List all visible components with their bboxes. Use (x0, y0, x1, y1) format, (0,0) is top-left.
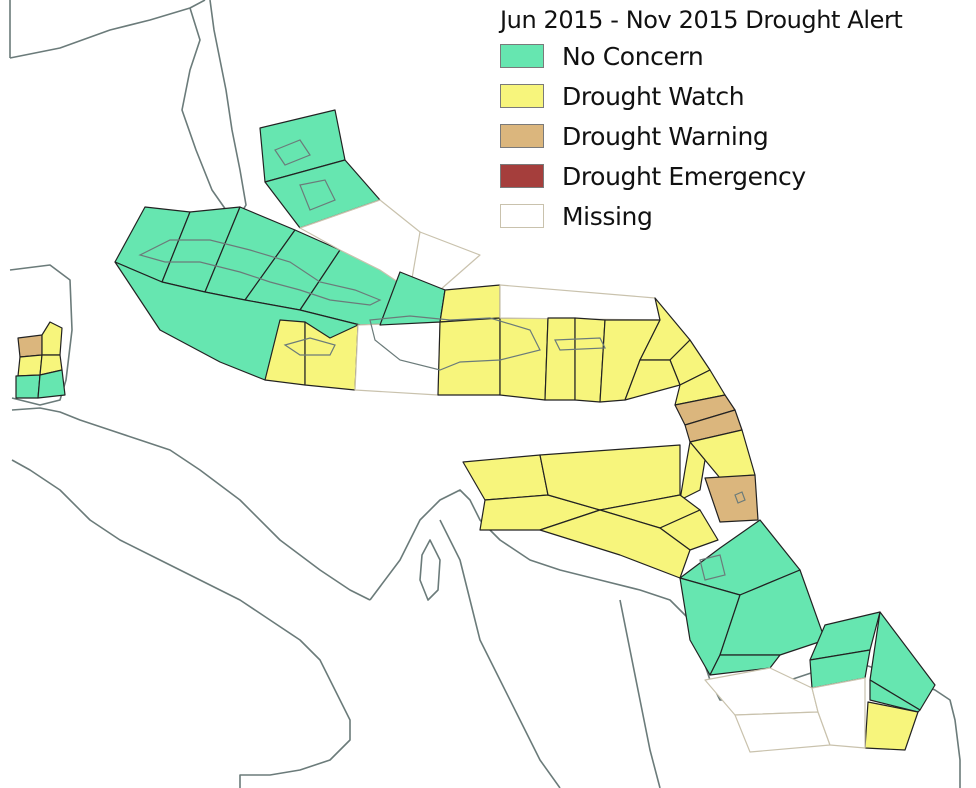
legend-swatch-drought-watch (500, 84, 544, 108)
region-jamaica-east (304, 321, 359, 391)
legend-swatch-drought-emergency (500, 164, 544, 188)
region-guiana-south-watch (864, 701, 919, 751)
barbados-outline (734, 491, 746, 504)
bahamas-island-2 (299, 179, 336, 211)
region-belize-south-no-concern-2 (37, 369, 66, 399)
region-guyana-central (719, 569, 826, 656)
map-legend: Jun 2015 - Nov 2015 Drought Alert No Con… (500, 4, 970, 236)
legend-item-drought-watch: Drought Watch (500, 76, 970, 116)
legend-label-drought-warning: Drought Warning (562, 121, 769, 151)
drought-regions (15, 109, 936, 753)
region-abc-islands (462, 454, 549, 501)
region-venezuela-east (539, 509, 691, 579)
trinidad-outline (699, 554, 726, 581)
region-guyana-south (709, 654, 781, 676)
region-suriname-south-missing (811, 677, 866, 749)
legend-item-drought-warning: Drought Warning (500, 116, 970, 156)
region-windward-2 (679, 441, 706, 501)
yucatan-coastline (9, 264, 73, 406)
central-america-coastline (11, 407, 371, 788)
legend-swatch-missing (500, 204, 544, 228)
region-guyana-far-south-missing (734, 711, 831, 753)
legend-label-no-concern: No Concern (562, 41, 704, 71)
legend-item-no-concern: No Concern (500, 36, 970, 76)
legend-item-drought-emergency: Drought Emergency (500, 156, 970, 196)
legend-swatch-drought-warning (500, 124, 544, 148)
jamaica-outline (283, 337, 336, 356)
region-belize-north-warning (17, 334, 43, 358)
legend-label-missing: Missing (562, 201, 653, 231)
legend-item-missing: Missing (500, 196, 970, 236)
region-belize-central-watch (17, 354, 43, 377)
florida-coastline (9, 0, 247, 219)
region-pr-west (544, 317, 576, 401)
island-outlines (138, 139, 746, 581)
region-barbados-warning (704, 474, 759, 523)
region-belize-north-east-watch (41, 321, 63, 356)
region-belize-south-no-concern-1 (15, 374, 41, 399)
legend-label-drought-watch: Drought Watch (562, 81, 745, 111)
legend-swatch-no-concern (500, 44, 544, 68)
region-guyana-south-missing (704, 667, 819, 716)
south-america-inland-border-2 (619, 599, 661, 788)
cuba-outline (138, 239, 382, 306)
map-title: Jun 2015 - Nov 2015 Drought Alert (500, 6, 903, 34)
bahamas-island-1 (274, 139, 311, 166)
region-dr-west (437, 317, 501, 396)
region-pr-north-missing (499, 284, 661, 321)
lake-maracaibo-outline (419, 539, 441, 601)
region-dr-north (439, 284, 501, 323)
hispaniola-outline (369, 315, 541, 371)
south-america-inland-border (439, 519, 561, 788)
legend-label-drought-emergency: Drought Emergency (562, 161, 806, 191)
puerto-rico-outline (554, 337, 606, 351)
region-dr-east (499, 317, 549, 401)
